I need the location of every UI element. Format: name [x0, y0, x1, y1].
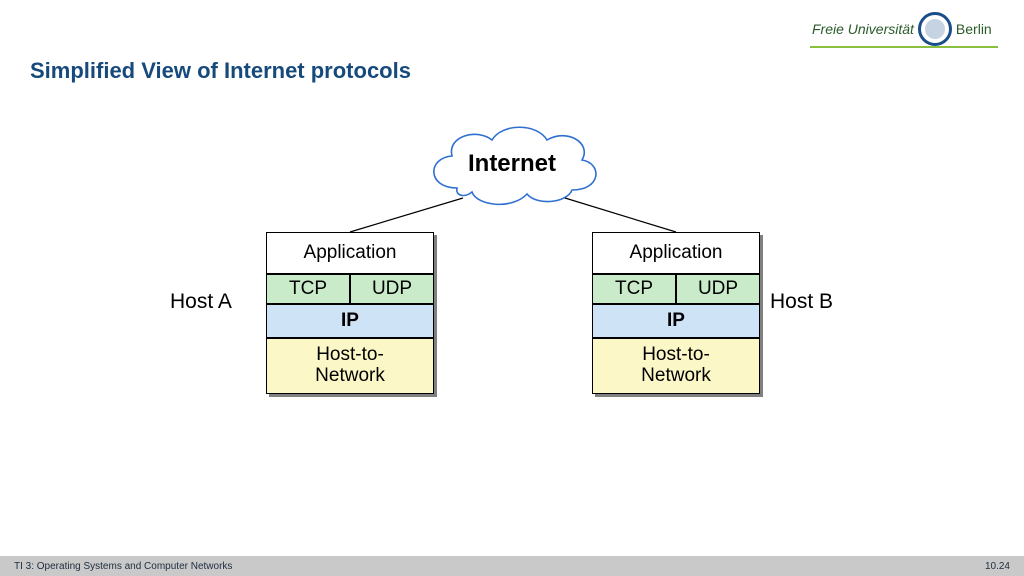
- ip-label-b: IP: [667, 310, 685, 332]
- tcp-label-b: TCP: [615, 278, 653, 300]
- host-a-label: Host A: [170, 290, 232, 314]
- h2n-l2-b: Network: [641, 366, 711, 387]
- host-a-ip: IP: [266, 304, 434, 338]
- ip-label: IP: [341, 310, 359, 332]
- host-a-host2net: Host-to- Network: [266, 338, 434, 394]
- h2n-l1-b: Host-to-: [642, 345, 710, 366]
- host-b-ip: IP: [592, 304, 760, 338]
- tcp-label: TCP: [289, 278, 327, 300]
- app-label: Application: [304, 242, 397, 264]
- host-a-application: Application: [266, 232, 434, 274]
- host-b-label: Host B: [770, 290, 833, 314]
- host-a-stack: Application TCP UDP IP Host-to- Network: [266, 232, 434, 394]
- connector-a: [0, 0, 1024, 576]
- host-b-transport: TCP UDP: [592, 274, 760, 304]
- footer-left: TI 3: Operating Systems and Computer Net…: [14, 561, 232, 572]
- host-a-transport: TCP UDP: [266, 274, 434, 304]
- h2n-l1: Host-to-: [316, 345, 384, 366]
- app-label-b: Application: [630, 242, 723, 264]
- host-b-tcp: TCP: [592, 274, 676, 304]
- udp-label: UDP: [372, 278, 412, 300]
- host-b-udp: UDP: [676, 274, 760, 304]
- host-a-tcp: TCP: [266, 274, 350, 304]
- slide-footer: TI 3: Operating Systems and Computer Net…: [0, 556, 1024, 576]
- udp-label-b: UDP: [698, 278, 738, 300]
- h2n-l2: Network: [315, 366, 385, 387]
- host-a-udp: UDP: [350, 274, 434, 304]
- footer-right: 10.24: [985, 561, 1010, 572]
- host-b-host2net: Host-to- Network: [592, 338, 760, 394]
- host-b-application: Application: [592, 232, 760, 274]
- host-b-stack: Application TCP UDP IP Host-to- Network: [592, 232, 760, 394]
